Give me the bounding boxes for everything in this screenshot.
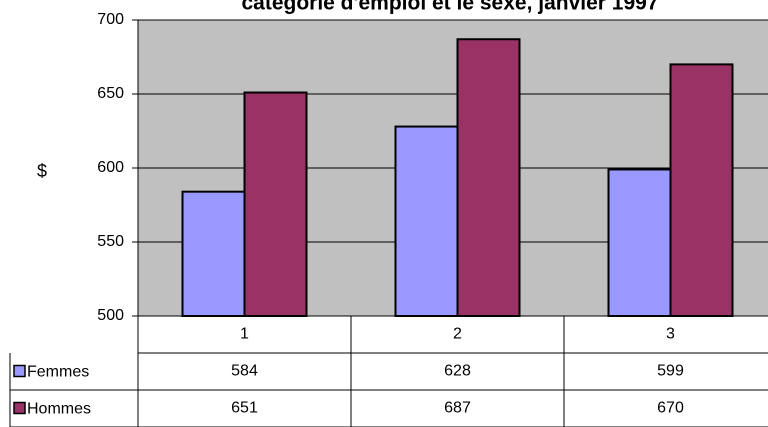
- y-tick-label: 650: [97, 85, 124, 102]
- x-tick-label: 1: [240, 326, 249, 343]
- table-value: 651: [231, 400, 258, 417]
- bar: [456, 38, 521, 318]
- bar: [181, 190, 246, 317]
- legend-label: Femmes: [27, 364, 89, 381]
- y-tick-label: 500: [97, 307, 124, 324]
- table-value: 687: [444, 400, 471, 417]
- x-tick-label: 2: [453, 326, 462, 343]
- y-tick-label: 550: [97, 233, 124, 250]
- bar: [607, 168, 672, 317]
- bar: [243, 91, 308, 317]
- legend-key: [13, 401, 26, 415]
- table-value: 584: [231, 363, 258, 380]
- bar: [669, 63, 734, 318]
- table-value: 599: [657, 363, 684, 380]
- y-tick-label: 600: [97, 159, 124, 176]
- table-value: 628: [444, 363, 471, 380]
- x-tick-label: 3: [666, 326, 675, 343]
- chart-title: catégorie d'emploi et le sexe, janvier 1…: [241, 0, 658, 15]
- table-value: 670: [657, 400, 684, 417]
- bar: [394, 125, 459, 317]
- y-axis-label: $: [37, 161, 47, 181]
- legend-label: Hommes: [27, 401, 91, 418]
- y-tick-label: 700: [97, 11, 124, 28]
- legend-key: [13, 364, 26, 378]
